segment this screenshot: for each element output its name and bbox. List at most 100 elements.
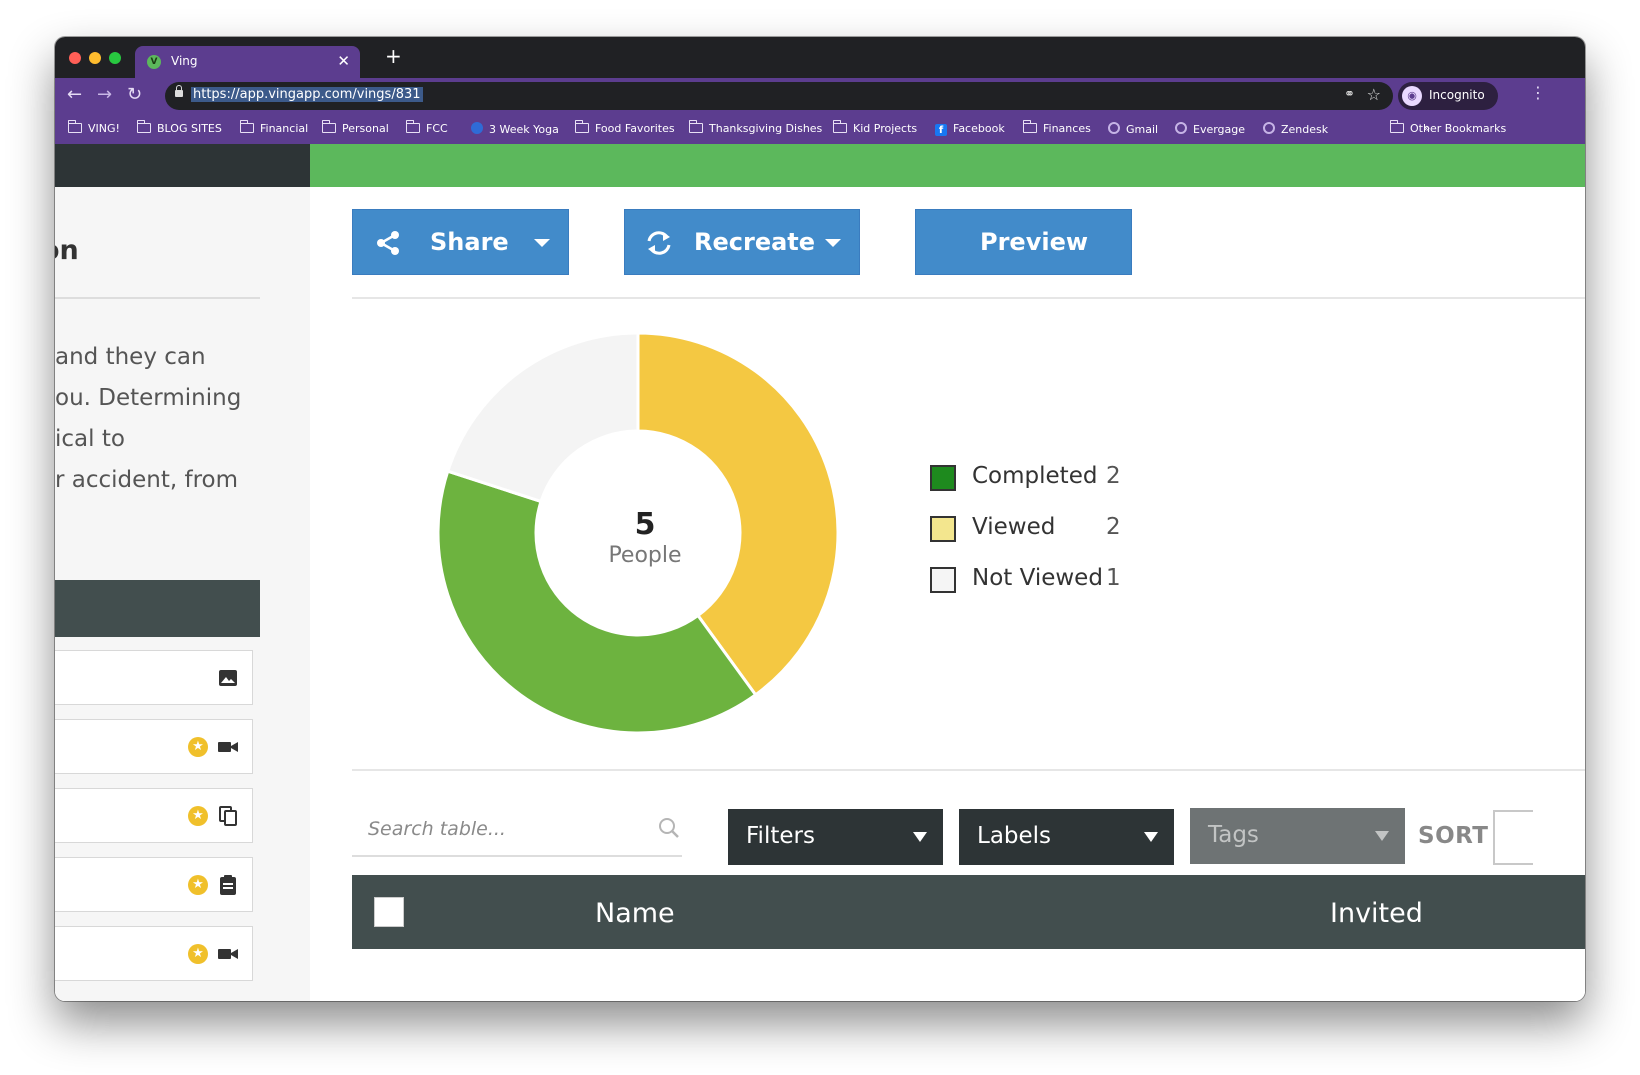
site-icon (1108, 122, 1120, 134)
table-header: Name Invited (352, 875, 1585, 949)
copy-icon (218, 806, 238, 826)
bookmark-item[interactable]: VING! (67, 120, 120, 135)
legend-label: Viewed (972, 514, 1056, 540)
new-tab-button[interactable]: + (385, 44, 402, 68)
sort-label: SORT (1418, 823, 1489, 849)
tags-label: Tags (1208, 822, 1259, 848)
content-item[interactable]: ★ (55, 857, 253, 912)
filters-dropdown[interactable]: Filters (728, 809, 943, 865)
progress-donut-chart (436, 331, 840, 735)
folder-icon (574, 120, 589, 133)
divider (352, 769, 1585, 771)
caret-down-icon (913, 832, 927, 842)
chevron-down-icon (825, 239, 841, 247)
legend-count: 2 (1106, 463, 1121, 489)
bookmark-item[interactable]: Evergage (1175, 122, 1245, 136)
video-icon (218, 944, 238, 964)
incognito-profile-button[interactable]: ◉ Incognito (1398, 82, 1498, 110)
back-arrow-icon[interactable]: ← (67, 84, 83, 105)
reload-icon[interactable]: ↻ (127, 84, 143, 105)
legend-swatch (930, 516, 956, 542)
sync-icon (645, 230, 673, 262)
preview-button[interactable]: Preview (915, 209, 1132, 275)
folder-icon (688, 120, 703, 133)
ving-favicon-icon: V (147, 55, 161, 69)
select-all-checkbox[interactable] (374, 897, 404, 927)
bookmark-item[interactable]: BLOG SITES (136, 120, 222, 135)
star-icon: ★ (188, 806, 208, 826)
labels-label: Labels (977, 823, 1052, 849)
legend-swatch (930, 465, 956, 491)
folder-icon (136, 120, 151, 133)
column-header-name[interactable]: Name (595, 898, 675, 929)
folder-icon (67, 120, 82, 133)
preview-label: Preview (980, 228, 1089, 256)
browser-toolbar: ← → ↻ https://app.vingapp.com/vings/831 … (55, 78, 1585, 114)
tab-ving[interactable]: V Ving ✕ (135, 46, 360, 78)
bookmark-item[interactable]: Gmail (1108, 122, 1158, 136)
bookmark-item[interactable]: 3 Week Yoga (471, 122, 559, 136)
other-bookmarks[interactable]: Other Bookmarks (1389, 120, 1506, 135)
share-button[interactable]: Share (352, 209, 569, 275)
folder-icon (321, 120, 336, 133)
bookmarks-bar: VING! BLOG SITES Financial Personal FCC … (55, 114, 1585, 144)
folder-icon (239, 120, 254, 133)
content-item[interactable]: ★ (55, 788, 253, 843)
forward-arrow-icon[interactable]: → (97, 84, 113, 105)
bookmark-item[interactable]: FCC (405, 120, 448, 135)
description-line: r accident, from (55, 467, 239, 493)
search-icon[interactable] (658, 817, 679, 838)
share-icon (375, 230, 401, 262)
key-icon[interactable]: ⚭ (1344, 87, 1355, 102)
bookmark-item[interactable]: Kid Projects (832, 120, 917, 135)
content-item[interactable]: ★ (55, 926, 253, 981)
profile-label: Incognito (1429, 88, 1485, 102)
donut-slice-completed[interactable] (436, 469, 758, 735)
content-section-header (55, 580, 260, 637)
recreate-button[interactable]: Recreate (624, 209, 860, 275)
bookmark-item[interactable]: f Facebook (935, 122, 1005, 136)
page: on and they can ou. Determining ical to … (55, 144, 1585, 1001)
search-input[interactable] (352, 805, 642, 853)
description-line: ou. Determining (55, 385, 242, 411)
chevron-down-icon (534, 239, 550, 247)
caret-down-icon (1375, 831, 1389, 841)
filters-label: Filters (746, 823, 815, 849)
app-header-left (55, 144, 310, 187)
donut-slice-viewed[interactable] (636, 331, 840, 697)
bookmark-item[interactable]: Food Favorites (574, 120, 675, 135)
labels-dropdown[interactable]: Labels (959, 809, 1174, 865)
bookmark-item[interactable]: Thanksgiving Dishes (688, 120, 822, 135)
column-header-invited[interactable]: Invited (1330, 898, 1423, 929)
url-text[interactable]: https://app.vingapp.com/vings/831 (191, 87, 423, 102)
bookmark-item[interactable]: Finances (1022, 120, 1091, 135)
video-icon (218, 737, 238, 757)
main-content: Share Recreate Preview 5 People Com (310, 187, 1585, 1001)
minimize-window-button[interactable] (89, 52, 101, 64)
close-window-button[interactable] (69, 52, 81, 64)
recreate-label: Recreate (694, 228, 816, 256)
sort-select[interactable] (1493, 810, 1533, 865)
facebook-icon: f (935, 124, 947, 136)
bookmark-item[interactable]: Personal (321, 120, 389, 135)
image-icon (218, 668, 238, 688)
content-item[interactable] (55, 650, 253, 705)
content-item[interactable]: ★ (55, 719, 253, 774)
description-line: and they can (55, 344, 206, 370)
close-tab-icon[interactable]: ✕ (337, 52, 350, 70)
folder-icon (1022, 120, 1037, 133)
site-icon (1263, 122, 1275, 134)
maximize-window-button[interactable] (109, 52, 121, 64)
caret-down-icon (1144, 832, 1158, 842)
legend-count: 2 (1106, 514, 1121, 540)
bookmark-item[interactable]: Financial (239, 120, 308, 135)
clipboard-icon (218, 875, 238, 895)
bookmark-star-icon[interactable]: ☆ (1366, 85, 1381, 104)
browser-menu-icon[interactable]: ⋮ (1530, 83, 1546, 102)
browser-window: V Ving ✕ + ← → ↻ https://app.vingapp.com… (55, 37, 1585, 1001)
address-bar[interactable]: https://app.vingapp.com/vings/831 ⚭ ☆ (165, 82, 1393, 110)
donut-slice-not-viewed[interactable] (445, 331, 640, 504)
tags-dropdown[interactable]: Tags (1190, 808, 1405, 864)
bookmark-item[interactable]: Zendesk (1263, 122, 1328, 136)
bookmarks-overflow-button[interactable]: » (1423, 121, 1431, 135)
